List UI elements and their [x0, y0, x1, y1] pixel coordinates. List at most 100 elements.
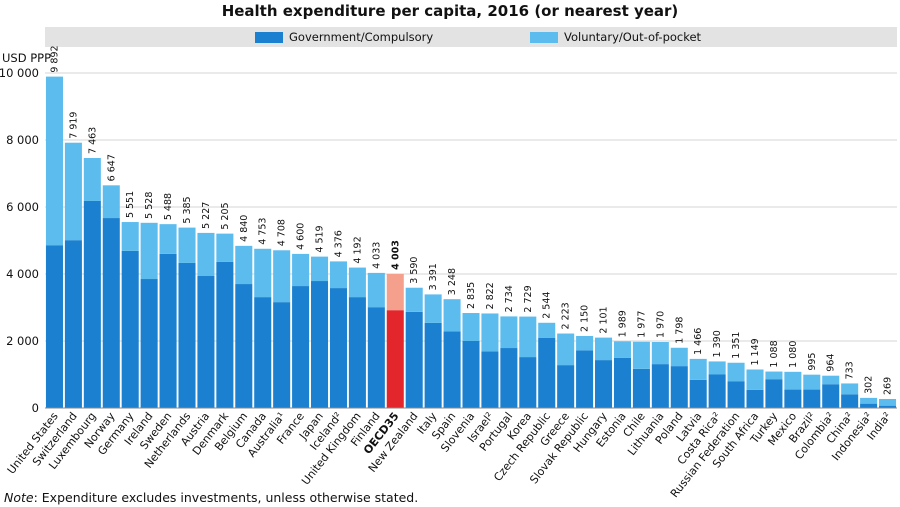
bar-segment — [178, 262, 196, 408]
bar-segment — [595, 337, 613, 361]
bar-segment — [803, 374, 821, 390]
bar-segment — [424, 294, 442, 323]
bar-segment — [689, 379, 707, 408]
bar-segment — [329, 261, 347, 289]
total-label: 4 003 — [390, 240, 401, 270]
total-label: 1 798 — [674, 317, 685, 344]
bar-segment — [216, 233, 234, 262]
bar-segment — [292, 286, 310, 408]
bar-segment — [367, 307, 385, 408]
note-text: : Expenditure excludes investments, unle… — [34, 490, 419, 505]
bar-segment — [159, 224, 177, 254]
y-tick-label: 0 — [32, 401, 39, 415]
bar-segment — [803, 389, 821, 408]
bar-segment — [45, 76, 63, 246]
bar-segment — [386, 273, 404, 311]
bar-segment — [83, 157, 101, 201]
total-label: 5 528 — [144, 192, 155, 219]
bar-segment — [64, 142, 82, 241]
y-tick-label: 4 000 — [6, 267, 39, 281]
bar-segment — [670, 366, 688, 408]
bar-segment — [613, 341, 631, 358]
bar-segment — [254, 297, 272, 408]
bar-segment — [102, 218, 120, 408]
total-label: 5 385 — [182, 196, 193, 223]
legend-label: Government/Compulsory — [289, 30, 433, 44]
note: Note: Expenditure excludes investments, … — [4, 490, 418, 505]
total-label: 3 590 — [409, 257, 420, 284]
bar-segment — [651, 364, 669, 408]
bar-segment — [140, 222, 158, 280]
total-label: 964 — [826, 354, 837, 372]
total-label: 4 519 — [315, 225, 326, 252]
total-label: 2 101 — [599, 306, 610, 333]
bar-segment — [348, 267, 366, 298]
total-label: 1 466 — [693, 328, 704, 355]
bar-segment — [500, 348, 518, 408]
bar-segment — [632, 341, 650, 369]
bar-segment — [292, 253, 310, 287]
total-label: 1 970 — [655, 311, 666, 338]
bar-segment — [424, 322, 442, 408]
legend-label: Voluntary/Out-of-pocket — [564, 30, 702, 44]
total-label: 1 088 — [769, 340, 780, 367]
bar-segment — [197, 232, 215, 277]
y-tick-label: 2 000 — [6, 334, 39, 348]
bar-segment — [121, 250, 139, 408]
bar-segment — [651, 342, 669, 365]
total-label: 1 989 — [617, 310, 628, 337]
bar-segment — [64, 240, 82, 408]
bar-segment — [273, 250, 291, 303]
total-label: 995 — [807, 353, 818, 371]
legend-swatch — [530, 32, 558, 43]
bar-segment — [576, 335, 594, 351]
bar-segment — [708, 361, 726, 375]
bar-segment — [83, 200, 101, 408]
bar-segment — [443, 331, 461, 408]
bar-segment — [860, 403, 878, 408]
legend-box — [45, 27, 897, 47]
bar-segment — [519, 357, 537, 408]
y-tick-label: 10 000 — [0, 66, 39, 80]
bar-segment — [216, 261, 234, 408]
total-label: 4 753 — [258, 218, 269, 245]
y-axis-label: USD PPP — [2, 51, 51, 65]
total-label: 2 544 — [542, 292, 553, 319]
bar-segment — [519, 316, 537, 358]
legend-swatch — [255, 32, 283, 43]
bar-segment — [538, 322, 556, 338]
bar-segment — [595, 360, 613, 408]
bar-segment — [822, 375, 840, 385]
bar-segment — [689, 358, 707, 380]
total-label: 6 647 — [106, 154, 117, 181]
bar-segment — [405, 287, 423, 312]
bar-segment — [386, 310, 404, 408]
total-label: 5 551 — [125, 191, 136, 218]
total-label: 4 376 — [333, 230, 344, 257]
bar-segment — [235, 245, 253, 285]
bar-segment — [708, 374, 726, 408]
total-label: 302 — [864, 376, 875, 394]
bar-segment — [348, 297, 366, 408]
total-label: 4 600 — [296, 223, 307, 250]
total-label: 2 150 — [580, 305, 591, 332]
bar-segment — [254, 248, 272, 298]
total-label: 733 — [845, 361, 856, 379]
bar-segment — [329, 288, 347, 408]
y-tick-label: 8 000 — [6, 133, 39, 147]
bar-segment — [557, 333, 575, 366]
total-label: 1 080 — [788, 341, 799, 368]
total-label: 1 390 — [712, 330, 723, 357]
y-tick-label: 6 000 — [6, 200, 39, 214]
total-label: 4 840 — [239, 215, 250, 242]
bar-segment — [727, 381, 745, 408]
total-label: 1 977 — [636, 311, 647, 338]
bar-segment — [576, 350, 594, 408]
total-label: 5 488 — [163, 193, 174, 220]
total-label: 3 391 — [428, 263, 439, 290]
bar-segment — [841, 394, 859, 408]
total-label: 2 734 — [504, 285, 515, 312]
bar-segment — [159, 253, 177, 408]
bar-segment — [405, 311, 423, 408]
total-label: 7 463 — [87, 127, 98, 154]
